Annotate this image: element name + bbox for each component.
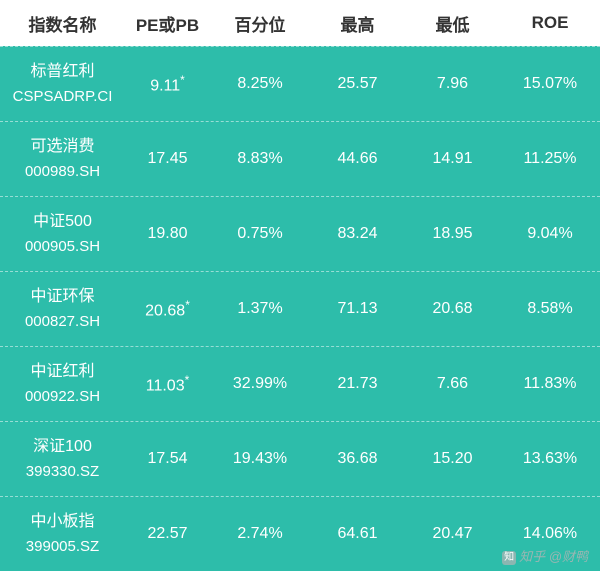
index-code: 000989.SH [6, 160, 119, 184]
index-code: 000827.SH [6, 310, 119, 334]
cell-pct: 1.37% [210, 300, 310, 318]
table-header: 指数名称 PE或PB 百分位 最高 最低 ROE [0, 0, 600, 46]
index-code: 000905.SH [6, 235, 119, 259]
cell-high: 44.66 [310, 150, 405, 168]
cell-high: 21.73 [310, 375, 405, 393]
col-header-roe: ROE [500, 13, 600, 33]
cell-pct: 19.43% [210, 450, 310, 468]
cell-high: 83.24 [310, 225, 405, 243]
cell-low: 14.91 [405, 150, 500, 168]
index-name: 中证500 [6, 209, 119, 235]
table-row: 深证100399330.SZ17.5419.43%36.6815.2013.63… [0, 421, 600, 496]
index-name: 中证红利 [6, 359, 119, 385]
col-header-pepb: PE或PB [125, 11, 210, 36]
cell-name: 中证环保000827.SH [0, 284, 125, 334]
cell-high: 64.61 [310, 525, 405, 543]
cell-pepb: 17.54 [125, 450, 210, 468]
cell-low: 20.68 [405, 300, 500, 318]
index-code: CSPSADRP.CI [6, 85, 119, 109]
table-row: 中证红利000922.SH11.03*32.99%21.737.6611.83% [0, 346, 600, 421]
table-row: 中小板指399005.SZ22.572.74%64.6120.4714.06% [0, 496, 600, 571]
cell-roe: 11.83% [500, 375, 600, 393]
cell-low: 20.47 [405, 525, 500, 543]
cell-low: 15.20 [405, 450, 500, 468]
cell-roe: 8.58% [500, 300, 600, 318]
cell-roe: 9.04% [500, 225, 600, 243]
star-icon: * [185, 298, 190, 312]
cell-name: 标普红利CSPSADRP.CI [0, 59, 125, 109]
cell-pct: 0.75% [210, 225, 310, 243]
table-body: 标普红利CSPSADRP.CI9.11*8.25%25.577.9615.07%… [0, 46, 600, 571]
cell-name: 中小板指399005.SZ [0, 509, 125, 559]
cell-pepb: 11.03* [125, 373, 210, 395]
cell-roe: 11.25% [500, 150, 600, 168]
table-row: 中证环保000827.SH20.68*1.37%71.1320.688.58% [0, 271, 600, 346]
cell-pct: 32.99% [210, 375, 310, 393]
cell-roe: 14.06% [500, 525, 600, 543]
index-name: 中证环保 [6, 284, 119, 310]
cell-roe: 13.63% [500, 450, 600, 468]
col-header-pct: 百分位 [210, 11, 310, 36]
cell-roe: 15.07% [500, 75, 600, 93]
index-code: 399005.SZ [6, 535, 119, 559]
star-icon: * [185, 373, 190, 387]
index-name: 中小板指 [6, 509, 119, 535]
index-name: 深证100 [6, 434, 119, 460]
table-row: 可选消费000989.SH17.458.83%44.6614.9111.25% [0, 121, 600, 196]
table-row: 标普红利CSPSADRP.CI9.11*8.25%25.577.9615.07% [0, 46, 600, 121]
index-name: 标普红利 [6, 59, 119, 85]
cell-pepb: 17.45 [125, 150, 210, 168]
cell-high: 71.13 [310, 300, 405, 318]
col-header-high: 最高 [310, 11, 405, 36]
cell-pepb: 9.11* [125, 73, 210, 95]
cell-low: 7.96 [405, 75, 500, 93]
cell-pepb: 20.68* [125, 298, 210, 320]
cell-pepb: 22.57 [125, 525, 210, 543]
table-row: 中证500000905.SH19.800.75%83.2418.959.04% [0, 196, 600, 271]
cell-name: 中证红利000922.SH [0, 359, 125, 409]
star-icon: * [180, 73, 185, 87]
index-table: 指数名称 PE或PB 百分位 最高 最低 ROE 标普红利CSPSADRP.CI… [0, 0, 600, 571]
index-code: 000922.SH [6, 385, 119, 409]
cell-pct: 8.83% [210, 150, 310, 168]
cell-pct: 2.74% [210, 525, 310, 543]
cell-low: 18.95 [405, 225, 500, 243]
index-code: 399330.SZ [6, 460, 119, 484]
cell-name: 可选消费000989.SH [0, 134, 125, 184]
cell-name: 中证500000905.SH [0, 209, 125, 259]
cell-high: 25.57 [310, 75, 405, 93]
cell-pct: 8.25% [210, 75, 310, 93]
cell-high: 36.68 [310, 450, 405, 468]
col-header-low: 最低 [405, 11, 500, 36]
cell-low: 7.66 [405, 375, 500, 393]
cell-pepb: 19.80 [125, 225, 210, 243]
col-header-name: 指数名称 [0, 11, 125, 36]
index-name: 可选消费 [6, 134, 119, 160]
cell-name: 深证100399330.SZ [0, 434, 125, 484]
